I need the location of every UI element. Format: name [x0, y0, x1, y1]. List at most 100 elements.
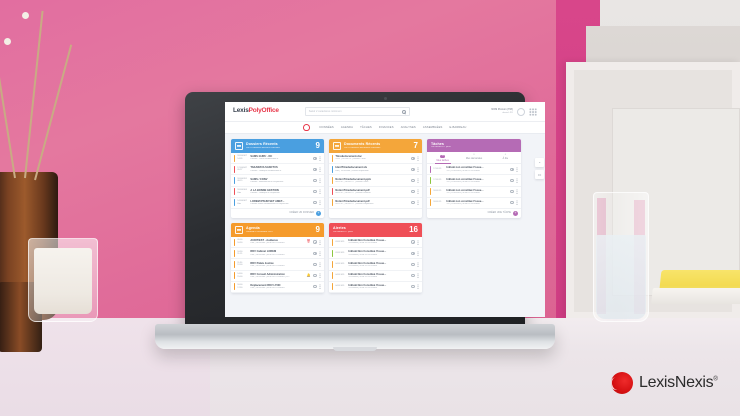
- list-item[interactable]: 18.03.19 Intitulé non constitué l'issue..…: [427, 198, 521, 209]
- list-item[interactable]: 09:00 10:30 AUDIT/EST - Audience Lieu | 18.…: [231, 237, 324, 249]
- eye-icon[interactable]: [312, 262, 317, 267]
- folder-icon[interactable]: ▭: [535, 170, 544, 179]
- tab-0[interactable]: 12 Mes tâches: [427, 152, 458, 165]
- eye-icon[interactable]: [410, 178, 415, 183]
- more-options-icon[interactable]: [417, 200, 419, 206]
- list-item-subtitle: Lieu | 18.000988 | NOM DU DOSSIER: [250, 287, 285, 290]
- list-item[interactable]: 18.000104 Hier A LA BONNE GESTION Dossier /…: [231, 187, 324, 198]
- avatar[interactable]: [517, 107, 525, 116]
- search-icon[interactable]: [401, 110, 406, 114]
- list-item[interactable]: Titredudocument.doc 18:07 | 18.000707 | D…: [329, 153, 422, 165]
- tab-1[interactable]: 8 Mes demandes: [458, 152, 489, 163]
- eye-icon[interactable]: [410, 274, 415, 278]
- eye-icon[interactable]: [312, 240, 317, 244]
- eye-icon[interactable]: [410, 240, 415, 244]
- more-options-icon[interactable]: [319, 284, 321, 290]
- list-item[interactable]: 18.000107 14:09 SAMS GURU - DC Dossier / Cl…: [231, 153, 324, 165]
- eye-icon[interactable]: [410, 285, 415, 289]
- eye-icon[interactable]: [312, 167, 317, 171]
- eye-icon[interactable]: [312, 274, 317, 278]
- list-item[interactable]: 03.02.019 Intitulé Non Constitué l'issue.…: [329, 248, 422, 260]
- eye-icon[interactable]: [312, 156, 317, 160]
- list-item[interactable]: 14.000107 Hier LOREM IPSUM SET AMET... Doss…: [231, 198, 324, 209]
- more-options-icon[interactable]: [417, 155, 419, 161]
- eye-icon[interactable]: [410, 167, 415, 171]
- list-item[interactable]: NotionTitredudocument.pdf 04:52:07 | 18.0…: [329, 187, 422, 198]
- list-item[interactable]: NotionTitredudocument.pptx 04:52:07 | 18.…: [329, 175, 422, 187]
- eye-icon[interactable]: [410, 262, 415, 267]
- delete-icon[interactable]: 🗑: [306, 239, 311, 244]
- list-item[interactable]: 17.000347 09:27 TAKAWAYA SANCTUS Dossier / …: [231, 164, 324, 176]
- eye-icon[interactable]: [410, 251, 415, 255]
- list-item[interactable]: 16:00 17:30 Déplacement RDV LYON Lieu | 18.…: [231, 282, 324, 293]
- list-item[interactable]: 04.02.019 Intitulé Non Constitué l'issue.…: [329, 259, 422, 271]
- add-tache-button[interactable]: +: [513, 210, 518, 216]
- more-options-icon[interactable]: [417, 239, 419, 245]
- list-item[interactable]: 11:30 12:00 RDV Palais Justice Lieu | 18.00…: [231, 259, 324, 271]
- apps-grid-icon[interactable]: [529, 107, 537, 116]
- list-item[interactable]: 04.02.019 Intitulé Non Constitué l'issue.…: [329, 271, 422, 282]
- more-options-icon[interactable]: [516, 166, 518, 172]
- eye-icon[interactable]: [509, 167, 514, 171]
- eye-icon[interactable]: [509, 190, 514, 194]
- eye-icon[interactable]: [410, 156, 415, 160]
- nav-item-assemblees[interactable]: ASSEMBLÉES: [422, 125, 443, 129]
- app-logo[interactable]: LexisPolyOffice: [233, 107, 279, 115]
- list-item-date: 18.000191 08:15: [237, 177, 247, 183]
- list-item[interactable]: IdentTitredudocument.xls Hier | 18.000888…: [329, 164, 422, 176]
- more-options-icon[interactable]: [417, 261, 419, 267]
- list-item[interactable]: 18.000191 08:15 SAMS / CONV Dossier / handm…: [231, 175, 324, 187]
- more-options-icon[interactable]: [417, 273, 419, 279]
- more-options-icon[interactable]: [319, 261, 321, 267]
- list-item[interactable]: 14:00 15:00 RDV Conseil Administration Lieu…: [231, 271, 324, 282]
- eye-icon[interactable]: [312, 178, 317, 183]
- search-input[interactable]: Saisir 2 caractères minimum: [304, 107, 410, 116]
- eye-icon[interactable]: [410, 201, 415, 205]
- more-options-icon[interactable]: [417, 250, 419, 256]
- more-options-icon[interactable]: [319, 273, 321, 279]
- eye-icon[interactable]: [509, 201, 514, 205]
- more-options-icon[interactable]: [516, 200, 518, 206]
- eye-icon[interactable]: [410, 190, 415, 194]
- eye-icon[interactable]: [312, 190, 317, 194]
- add-dossier-button[interactable]: +: [316, 210, 321, 216]
- eye-icon[interactable]: [312, 285, 317, 289]
- more-options-icon[interactable]: [319, 250, 321, 256]
- list-item-date: 03.02.019: [335, 240, 345, 243]
- timer-icon[interactable]: ◔: [535, 158, 544, 167]
- bell-icon[interactable]: 🔔: [306, 272, 311, 277]
- more-options-icon[interactable]: [319, 189, 321, 195]
- list-item[interactable]: 17.03.19 Intitulé non constitué l'issue..…: [427, 175, 521, 187]
- eye-icon[interactable]: [509, 178, 514, 183]
- list-item[interactable]: 18.03.19 Intitulé non constitué l'issue..…: [427, 187, 521, 198]
- list-item[interactable]: 10:30 11:15 RDV Cabinet LOREM Lieu | 18.000…: [231, 248, 324, 260]
- list-item[interactable]: 17.03.19 Intitulé non constitué l'issue..…: [427, 164, 521, 176]
- more-options-icon[interactable]: [417, 189, 419, 195]
- nav-item-agenda[interactable]: AGENDA: [340, 125, 354, 129]
- more-options-icon[interactable]: [516, 177, 518, 183]
- nav-item-analyses[interactable]: ANALYSES: [400, 125, 416, 129]
- more-options-icon[interactable]: [319, 200, 321, 206]
- eye-icon[interactable]: [312, 251, 317, 255]
- more-options-icon[interactable]: [319, 166, 321, 172]
- more-options-icon[interactable]: [417, 284, 419, 290]
- more-options-icon[interactable]: [319, 239, 321, 245]
- nav-item-ebarreau[interactable]: E-BARREAU: [449, 125, 467, 129]
- more-options-icon[interactable]: [319, 155, 321, 161]
- more-options-icon[interactable]: [319, 177, 321, 183]
- user-info[interactable]: NOM Prénom (TRI) alexis.LPO: [491, 108, 513, 114]
- list-item[interactable]: 04.02.019 Intitulé Non Constitué l'issue.…: [329, 282, 422, 293]
- home-icon[interactable]: [303, 124, 311, 131]
- more-options-icon[interactable]: [516, 189, 518, 195]
- list-item[interactable]: 03.02.019 Intitulé Non Constitué l'issue.…: [329, 237, 422, 249]
- more-options-icon[interactable]: [417, 177, 419, 183]
- nav-item-donnees[interactable]: DONNÉES: [319, 125, 334, 129]
- nav-item-taches[interactable]: TÂCHES: [360, 125, 372, 129]
- status-bar: [430, 165, 432, 173]
- list-item-subtitle: 18.000888 | NOM DU DOSSIER: [348, 275, 378, 278]
- more-options-icon[interactable]: [417, 166, 419, 172]
- eye-icon[interactable]: [312, 201, 317, 205]
- list-item[interactable]: NotionTitredudocument.pdf 04:52:07 | 18.0…: [329, 198, 422, 209]
- nav-item-finances[interactable]: FINANCES: [378, 125, 394, 129]
